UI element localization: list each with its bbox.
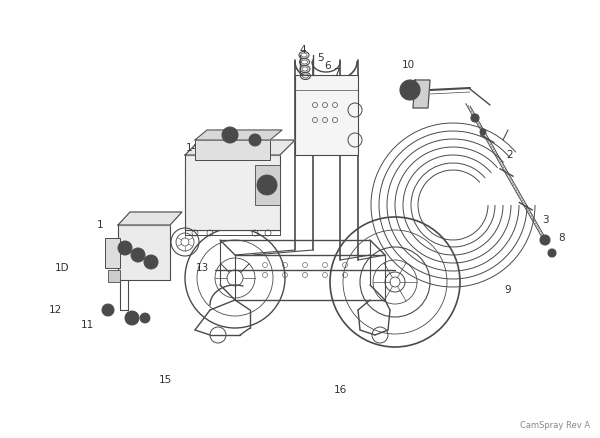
Bar [105, 238, 120, 268]
Circle shape [540, 235, 550, 245]
Circle shape [131, 248, 145, 262]
Bar [195, 140, 270, 160]
Text: 6: 6 [325, 61, 331, 71]
Polygon shape [413, 80, 430, 108]
Text: 13: 13 [196, 263, 209, 273]
Bar [108, 270, 120, 282]
Bar [118, 225, 170, 280]
Circle shape [548, 249, 556, 257]
Bar [255, 165, 280, 205]
Circle shape [118, 241, 132, 255]
Circle shape [144, 255, 158, 269]
Circle shape [400, 80, 420, 100]
Circle shape [140, 313, 150, 323]
Circle shape [257, 175, 277, 195]
Text: 16: 16 [334, 385, 347, 395]
Text: 2: 2 [506, 150, 514, 160]
Text: 3: 3 [542, 215, 548, 225]
Circle shape [249, 134, 261, 146]
Text: 8: 8 [559, 233, 565, 243]
Polygon shape [195, 130, 282, 140]
Text: CamSpray Rev A: CamSpray Rev A [520, 420, 590, 430]
Text: 15: 15 [158, 375, 172, 385]
Text: 4: 4 [299, 45, 307, 55]
Circle shape [125, 311, 139, 325]
Text: 11: 11 [80, 320, 94, 330]
Bar [295, 75, 358, 155]
Text: 10: 10 [401, 60, 415, 70]
Circle shape [102, 304, 114, 316]
Text: 12: 12 [49, 305, 62, 315]
Polygon shape [118, 212, 182, 225]
Circle shape [480, 129, 486, 135]
Bar [185, 155, 280, 230]
Circle shape [471, 114, 479, 122]
Text: 1D: 1D [55, 263, 70, 273]
Circle shape [222, 127, 238, 143]
Text: 1: 1 [97, 220, 103, 230]
Text: 14: 14 [185, 143, 199, 153]
Text: 9: 9 [505, 285, 511, 295]
Polygon shape [185, 140, 295, 155]
Text: 7: 7 [332, 68, 340, 78]
Text: 5: 5 [317, 53, 323, 63]
